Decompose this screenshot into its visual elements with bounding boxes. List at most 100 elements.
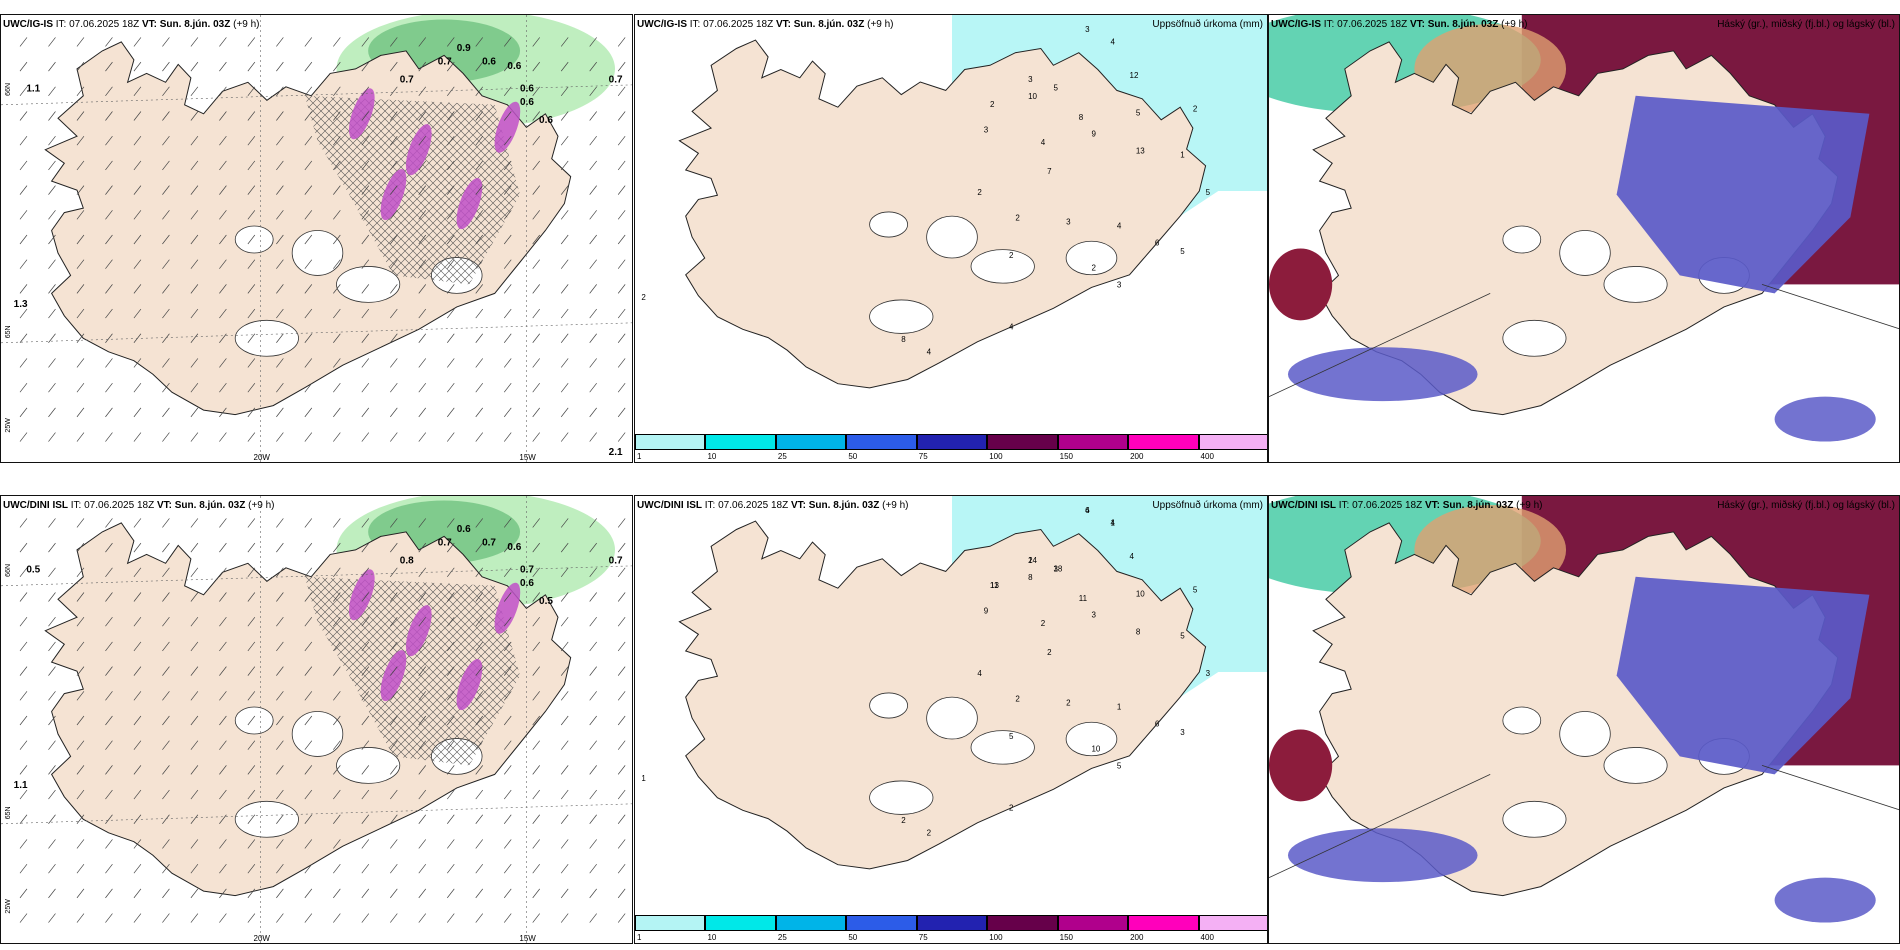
accum-precip-label: 1 bbox=[1111, 518, 1116, 527]
wind-barb bbox=[133, 185, 142, 195]
wind-barb bbox=[560, 715, 569, 726]
parallel-line bbox=[1, 84, 632, 106]
wind-barb bbox=[333, 518, 341, 528]
wind-barb bbox=[162, 160, 170, 171]
wind-barb bbox=[333, 185, 341, 195]
precip-map-panel-ig[interactable]: 3 4 3 2 5 10 12 5 8 2 3 9 4 13 1 5 2 7 2 3 4 2 6 5 2 3 8 4 2 4 1 10 25 50… bbox=[634, 14, 1268, 463]
wind-barb bbox=[475, 765, 484, 775]
accum-precip-label: 3 bbox=[1091, 611, 1096, 620]
wind-barb bbox=[560, 259, 569, 269]
wind-barb bbox=[133, 61, 142, 72]
wind-map-panel-dini[interactable]: 0.6 0.7 0.7 0.6 0.8 0.7 0.5 0.5 1.1 0.7 0.6 20W 15W 6… bbox=[0, 495, 633, 944]
wind-barb bbox=[503, 259, 512, 269]
glacier-shape bbox=[1603, 266, 1668, 303]
wind-barb bbox=[617, 382, 626, 393]
panel-field-title: Uppsöfnuð úrkoma (mm) bbox=[1152, 19, 1263, 30]
wind-barb bbox=[219, 37, 227, 47]
wind-barb bbox=[589, 308, 597, 319]
precip-value-label: 0.7 bbox=[609, 555, 623, 566]
wind-barb bbox=[219, 839, 227, 849]
wind-barb bbox=[133, 407, 142, 418]
wind-barb bbox=[48, 567, 56, 578]
wind-map-panel-ig[interactable]: 0.9 0.6 0.7 0.6 0.7 0.6 0.6 1.1 1.3 0.7 0.6 2.1 20W 1… bbox=[0, 14, 633, 463]
wind-barb bbox=[333, 135, 341, 146]
latitude-tick: 65N bbox=[5, 325, 12, 338]
wind-barb bbox=[190, 382, 199, 393]
panel-header: UWC/IG-IS IT: 07.06.2025 18Z VT: Sun. 8.… bbox=[1271, 19, 1528, 30]
wind-barb bbox=[390, 308, 398, 319]
wind-barb bbox=[390, 740, 398, 750]
wind-barb bbox=[390, 691, 398, 701]
wind-barb bbox=[48, 234, 56, 245]
wind-barb bbox=[589, 542, 597, 553]
wind-barb bbox=[247, 160, 256, 171]
wind-barb bbox=[503, 86, 512, 97]
wind-barb bbox=[560, 333, 569, 343]
wind-barb bbox=[247, 135, 256, 146]
accum-precip-label: 8 bbox=[1136, 627, 1141, 636]
wind-barb bbox=[418, 888, 427, 899]
cloud-map-panel-ig[interactable]: UWC/IG-IS IT: 07.06.2025 18Z VT: Sun. 8.… bbox=[1268, 14, 1900, 463]
wind-barb bbox=[190, 765, 199, 775]
accum-precip-label: 3 bbox=[1028, 75, 1033, 84]
wind-barb bbox=[446, 160, 455, 171]
wind-barb bbox=[560, 234, 569, 245]
wind-barb bbox=[219, 814, 227, 824]
wind-barb bbox=[617, 715, 626, 726]
wind-barb bbox=[276, 641, 284, 652]
wind-barb bbox=[133, 691, 142, 701]
precip-value-label: 0.8 bbox=[400, 555, 414, 566]
wind-barb bbox=[19, 518, 28, 528]
wind-barb bbox=[247, 358, 256, 368]
wind-barb bbox=[475, 284, 484, 294]
wind-barb bbox=[446, 616, 455, 627]
wind-barb bbox=[532, 407, 540, 418]
wind-barb bbox=[190, 432, 199, 442]
wind-barb bbox=[446, 135, 455, 146]
wind-barb bbox=[304, 432, 313, 442]
model-name: UWC/DINI ISL bbox=[3, 500, 68, 511]
wind-barb bbox=[418, 210, 427, 220]
accum-precip-label: 2 bbox=[977, 188, 982, 197]
accum-precip-label: 12 bbox=[1130, 71, 1139, 80]
precip-map-panel-dini[interactable]: 4 4 2 13 18 8 4 10 11 5 9 3 2 8 5 3 4 2 2 2 1 5 6 3 10 5 2 2 1 2 6 1 14 1… bbox=[634, 495, 1268, 944]
wind-barb bbox=[304, 86, 313, 97]
precip-value-label: 0.5 bbox=[539, 596, 553, 607]
wind-barb bbox=[418, 913, 427, 923]
accum-precip-label: 2 bbox=[1066, 699, 1071, 708]
wind-map-canvas: 0.9 0.6 0.7 0.6 0.7 0.6 0.6 1.1 1.3 0.7 0.6 2.1 20W 1… bbox=[1, 15, 632, 462]
issue-time: IT: 07.06.2025 18Z bbox=[1323, 19, 1408, 30]
valid-time: Sun. 8.jún. 03Z bbox=[1442, 500, 1514, 511]
wind-barb bbox=[247, 592, 256, 602]
accum-precip-label: 4 bbox=[1041, 138, 1046, 147]
wind-barb bbox=[105, 308, 113, 319]
wind-barb bbox=[560, 789, 569, 800]
wind-barb bbox=[105, 333, 113, 343]
panel-field-title: Háský (gr.), miðský (fj.bl.) og lágský (… bbox=[1717, 19, 1895, 30]
wind-barb bbox=[560, 913, 569, 923]
wind-barb bbox=[304, 641, 313, 652]
wind-barb bbox=[390, 61, 398, 72]
valid-time: Sun. 8.jún. 03Z bbox=[808, 500, 880, 511]
wind-barb bbox=[76, 616, 85, 627]
wind-barb bbox=[617, 432, 626, 442]
wind-barb bbox=[190, 210, 199, 220]
glacier-shape bbox=[1065, 721, 1118, 757]
wind-barb bbox=[219, 888, 227, 899]
wind-barb bbox=[532, 567, 540, 578]
wind-barb bbox=[19, 789, 28, 800]
colorbar-tick-label: 10 bbox=[707, 452, 717, 461]
cloud-map-panel-dini[interactable]: UWC/DINI ISL IT: 07.06.2025 18Z VT: Sun.… bbox=[1268, 495, 1900, 944]
wind-barb bbox=[475, 135, 484, 146]
precip-value-label: 0.6 bbox=[539, 115, 553, 126]
wind-barb bbox=[617, 888, 626, 899]
valid-time: Sun. 8.jún. 03Z bbox=[174, 500, 246, 511]
wind-barb bbox=[190, 888, 199, 899]
convective-streak bbox=[494, 582, 521, 634]
accum-precip-label: 14 bbox=[1028, 556, 1037, 565]
wind-barb bbox=[276, 518, 284, 528]
wind-barb bbox=[589, 160, 597, 171]
wind-barb bbox=[304, 111, 313, 121]
wind-barb bbox=[390, 518, 398, 528]
wind-barb bbox=[390, 789, 398, 800]
